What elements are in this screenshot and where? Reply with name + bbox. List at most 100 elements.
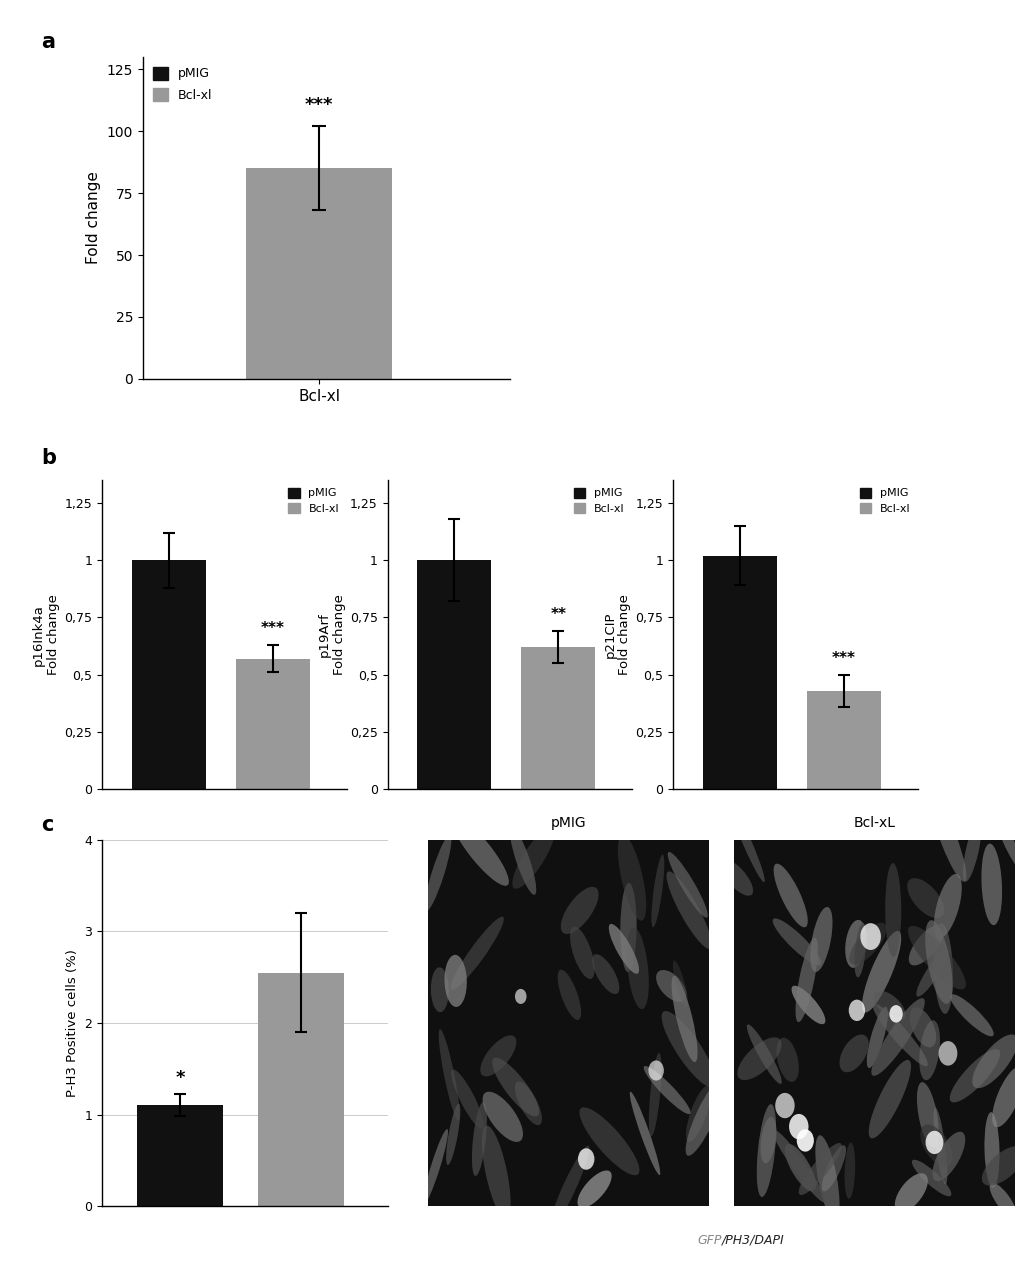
Bar [131, 561, 206, 789]
Ellipse shape [962, 820, 980, 882]
Ellipse shape [771, 1129, 824, 1202]
Circle shape [796, 1129, 813, 1152]
Text: Bcl-xL: Bcl-xL [853, 816, 895, 830]
Circle shape [789, 1114, 808, 1139]
Ellipse shape [870, 998, 924, 1076]
Ellipse shape [798, 1143, 841, 1195]
Ellipse shape [983, 1113, 999, 1188]
Ellipse shape [760, 1116, 775, 1163]
Ellipse shape [445, 1104, 460, 1164]
Text: /PH3/DAPI: /PH3/DAPI [721, 1234, 784, 1247]
Ellipse shape [665, 871, 711, 949]
Ellipse shape [848, 922, 886, 965]
Ellipse shape [821, 1146, 845, 1191]
Ellipse shape [933, 874, 961, 938]
Ellipse shape [592, 954, 619, 994]
Ellipse shape [950, 994, 993, 1037]
Ellipse shape [916, 1082, 937, 1148]
Ellipse shape [492, 1057, 539, 1116]
Ellipse shape [651, 855, 663, 927]
Ellipse shape [949, 1050, 1000, 1103]
Ellipse shape [839, 1034, 868, 1072]
Ellipse shape [908, 925, 944, 965]
Ellipse shape [868, 1060, 910, 1138]
Ellipse shape [450, 917, 503, 989]
Ellipse shape [854, 923, 865, 978]
Legend: pMIG, Bcl-xl: pMIG, Bcl-xl [857, 485, 912, 517]
Ellipse shape [430, 967, 448, 1012]
Ellipse shape [996, 820, 1019, 877]
Ellipse shape [577, 1171, 611, 1207]
Text: ***: *** [261, 621, 284, 635]
Ellipse shape [557, 970, 581, 1021]
Ellipse shape [772, 864, 807, 927]
Ellipse shape [884, 863, 901, 957]
Ellipse shape [667, 853, 707, 918]
Ellipse shape [814, 1135, 839, 1221]
Ellipse shape [775, 1038, 798, 1082]
Legend: pMIG, Bcl-xl: pMIG, Bcl-xl [149, 63, 216, 105]
Ellipse shape [809, 907, 832, 973]
Ellipse shape [512, 827, 554, 889]
Ellipse shape [872, 1004, 927, 1066]
Text: ***: *** [305, 96, 333, 114]
Ellipse shape [772, 918, 820, 965]
Ellipse shape [451, 816, 508, 885]
Legend: pMIG, Bcl-xl: pMIG, Bcl-xl [286, 485, 341, 517]
Y-axis label: p16Ink4a
Fold change: p16Ink4a Fold change [32, 594, 60, 676]
Text: pMIG: pMIG [550, 816, 586, 830]
Ellipse shape [866, 1007, 888, 1068]
Ellipse shape [756, 1104, 775, 1197]
Ellipse shape [907, 926, 965, 989]
Ellipse shape [549, 1146, 589, 1229]
Circle shape [515, 989, 526, 1004]
Ellipse shape [515, 1081, 541, 1125]
Ellipse shape [685, 1080, 723, 1156]
Ellipse shape [671, 975, 697, 1062]
Ellipse shape [423, 1129, 447, 1205]
Bar [235, 659, 310, 789]
Ellipse shape [909, 1008, 935, 1047]
Ellipse shape [911, 1159, 951, 1196]
Text: a: a [41, 32, 55, 52]
Ellipse shape [737, 1037, 781, 1080]
Ellipse shape [873, 991, 905, 1021]
Bar [702, 556, 776, 789]
Ellipse shape [981, 1146, 1019, 1186]
Ellipse shape [930, 798, 966, 882]
Ellipse shape [971, 1034, 1017, 1089]
Ellipse shape [560, 887, 598, 935]
Ellipse shape [481, 1125, 511, 1219]
Ellipse shape [894, 1173, 927, 1212]
Circle shape [889, 1005, 902, 1023]
Ellipse shape [579, 1108, 639, 1176]
Ellipse shape [844, 1143, 854, 1199]
Y-axis label: Fold change: Fold change [86, 172, 101, 264]
Ellipse shape [648, 1053, 660, 1137]
Circle shape [648, 1061, 663, 1081]
Ellipse shape [450, 1070, 483, 1129]
Ellipse shape [791, 985, 824, 1024]
Text: b: b [41, 448, 56, 469]
Bar [258, 973, 344, 1206]
Text: *: * [175, 1068, 184, 1087]
Y-axis label: p21CIP
Fold change: p21CIP Fold change [602, 594, 631, 676]
Ellipse shape [918, 1021, 940, 1080]
Bar [417, 561, 491, 789]
Ellipse shape [472, 1103, 486, 1176]
Ellipse shape [510, 827, 536, 895]
Bar [246, 168, 392, 379]
Ellipse shape [444, 955, 467, 1007]
Ellipse shape [438, 1029, 460, 1120]
Ellipse shape [608, 925, 639, 974]
Ellipse shape [919, 1124, 952, 1167]
Ellipse shape [718, 859, 752, 895]
Ellipse shape [991, 1066, 1019, 1128]
Ellipse shape [932, 1108, 947, 1185]
Ellipse shape [861, 931, 901, 1013]
Circle shape [937, 1041, 957, 1066]
Circle shape [578, 1148, 594, 1170]
Legend: pMIG, Bcl-xl: pMIG, Bcl-xl [572, 485, 627, 517]
Ellipse shape [980, 844, 1001, 926]
Ellipse shape [784, 1144, 815, 1191]
